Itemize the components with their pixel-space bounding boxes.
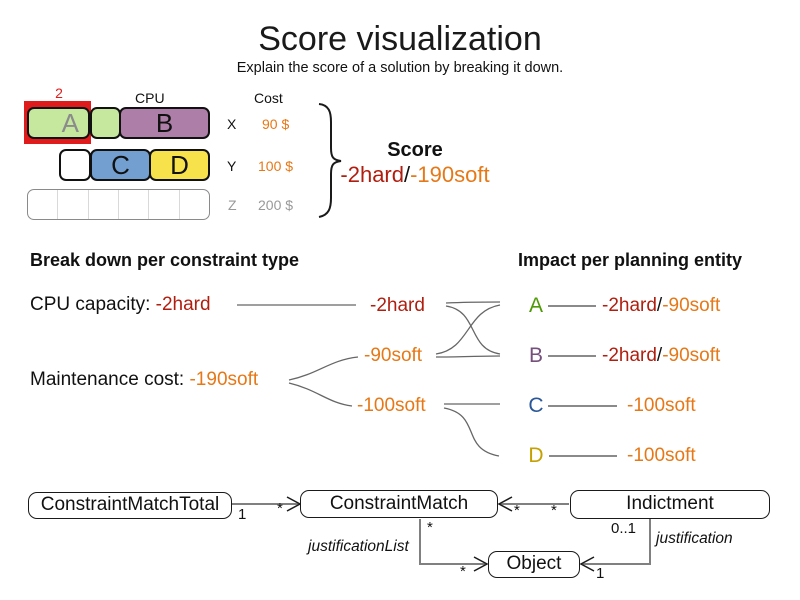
impact-separator: / [656,345,663,366]
constraint-label: Maintenance cost: [30,369,190,390]
process-c-box: C [90,149,151,181]
multiplicity-object-left-many: * [460,563,466,580]
class-constraint-match-total: ConstraintMatchTotal [28,492,232,519]
score-hard-part: -2hard [340,162,404,187]
entity-d-impact: -100soft [627,445,696,466]
multiplicity-cm-side-many: * [514,502,520,519]
computer-x-cost: 90 $ [262,116,290,132]
page-title: Score visualization [258,20,542,58]
rack-cell [149,190,180,219]
entity-b-label: B [528,344,543,367]
cost-column-header: Cost [254,90,283,106]
constraint-label: CPU capacity: [30,294,156,315]
impact-soft: -90soft [662,295,721,316]
breakdown-section-title: Break down per constraint type [30,250,300,270]
match-node-90soft: -90soft [364,345,423,366]
process-d-box: D [149,149,210,181]
uml-arrowheads [286,496,595,572]
computer-z-cost: 200 $ [258,197,294,213]
score-label: Score [387,139,443,161]
entity-d-label: D [528,444,544,467]
impact-separator: / [656,295,663,316]
class-indictment: Indictment [570,490,770,519]
entity-a-label: A [528,294,543,317]
process-a-box: A [27,107,90,139]
rack-cell [58,190,89,219]
score-value: -2hard/-190soft [325,162,505,188]
impact-section-title: Impact per planning entity [518,250,743,270]
computer-y-label: Y [227,158,237,174]
computer-z-label: Z [228,197,237,213]
computer-y-cost: 100 $ [258,158,294,174]
node-entity-connectors [435,301,501,457]
score-separator: / [403,162,411,187]
impact-hard: -2hard [602,345,657,366]
brace [318,103,342,218]
constraint-cpu-capacity: CPU capacity: -2hard [30,294,211,316]
empty-slot-box [59,149,91,181]
role-justification-list: justificationList [308,538,409,555]
match-node-100soft: -100soft [357,395,426,416]
breakdown-connectors [237,304,359,407]
cpu-column-header: CPU [135,90,165,106]
entity-c-label: C [528,394,544,417]
computer-x-label: X [227,116,237,132]
computer-z-empty-rack [27,189,210,220]
multiplicity-indictment-optional: 0..1 [611,520,637,537]
process-b-box: B [119,107,210,139]
page-subtitle: Explain the score of a solution by break… [236,60,564,76]
multiplicity-cmt-cm-many: * [277,500,283,517]
entity-c-impact: -100soft [627,395,696,416]
constraint-value: -2hard [155,294,211,315]
impact-hard: -2hard [602,295,657,316]
score-soft-part: -190soft [410,162,490,187]
constraint-maintenance-cost: Maintenance cost: -190soft [30,369,258,391]
class-object: Object [488,551,580,578]
match-node-2hard: -2hard [370,295,425,316]
rack-cell [119,190,150,219]
constraint-value: -190soft [189,369,259,390]
entity-b-impact: -2hard/-90soft [602,345,720,367]
process-a-extra-box [90,107,121,139]
entity-value-lines [548,305,617,457]
class-constraint-match: ConstraintMatch [300,490,498,518]
impact-soft: -90soft [662,345,721,366]
multiplicity-object-right-one: 1 [596,565,605,582]
role-justification: justification [656,530,733,547]
multiplicity-justification-list-many: * [427,519,433,536]
rack-cell [180,190,209,219]
overload-count-label: 2 [55,85,63,101]
multiplicity-cmt-one: 1 [238,506,247,523]
uml-connectors [232,503,651,565]
entity-a-impact: -2hard/-90soft [602,295,720,317]
rack-cell [28,190,59,219]
multiplicity-indictment-side-many: * [551,502,557,519]
rack-cell [89,190,119,219]
